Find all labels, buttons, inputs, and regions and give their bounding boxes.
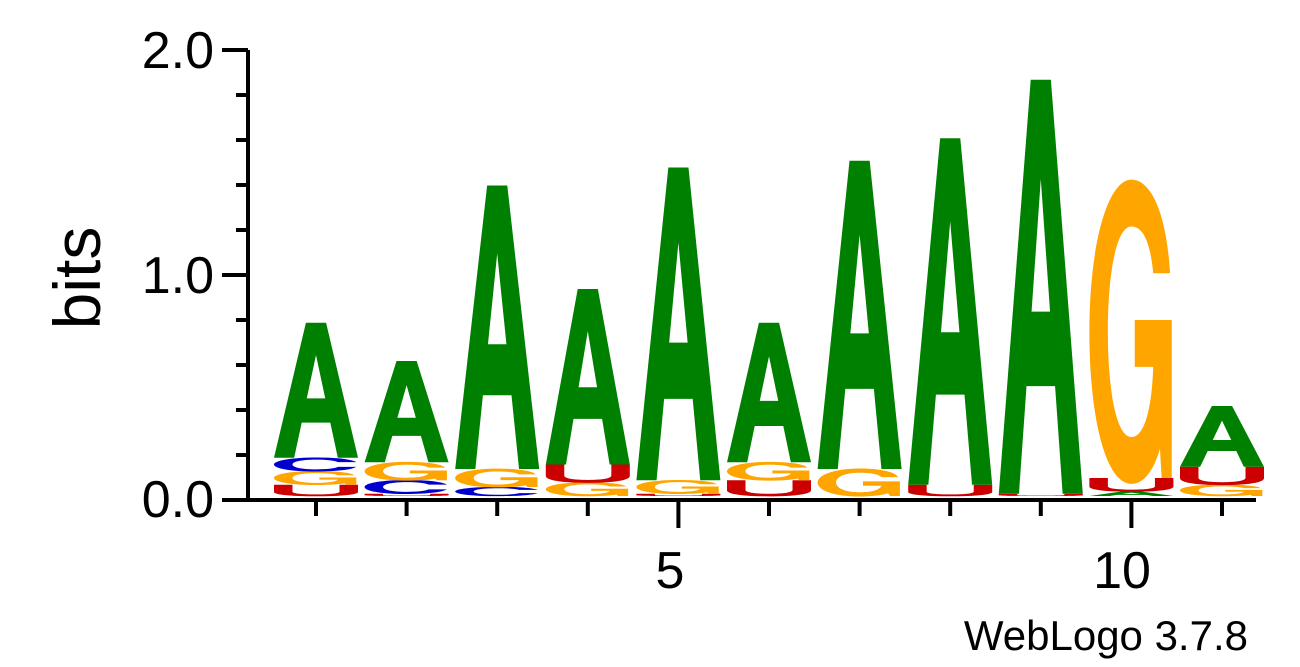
logo-letter-A	[727, 323, 811, 463]
logo-letter-G	[546, 482, 628, 496]
logo-letter-A	[636, 168, 720, 481]
logo-letter-A	[274, 323, 358, 458]
logo-letter-U	[999, 494, 1083, 496]
y-axis-label: bits	[40, 227, 114, 330]
logo-letter-U	[1180, 467, 1264, 485]
x-tick-label: 5	[656, 542, 685, 600]
letter-stacks	[274, 80, 1264, 497]
logo-letter-U	[274, 485, 358, 496]
logo-letter-G	[727, 462, 809, 481]
y-tick-label: 1.0	[142, 247, 214, 305]
logo-letter-A	[1180, 406, 1264, 467]
logo-letter-U	[365, 494, 449, 496]
logo-letter-G	[1089, 180, 1171, 484]
logo-letter-G	[455, 469, 537, 488]
logo-letter-A	[908, 138, 992, 485]
logo-letter-U	[546, 465, 630, 483]
logo-letter-A	[546, 289, 630, 465]
logo-letter-G	[1180, 485, 1262, 497]
logo-letter-C	[274, 457, 356, 471]
y-tick-label: 0.0	[142, 471, 214, 529]
weblogo-watermark: WebLogo 3.7.8	[964, 612, 1248, 659]
logo-letter-A	[365, 361, 449, 462]
logo-letter-A	[1089, 492, 1173, 497]
logo-letter-G	[636, 480, 718, 494]
logo-letter-U	[908, 485, 992, 496]
logo-letter-G	[365, 462, 447, 481]
logo-letter-U	[727, 480, 811, 496]
logo-letter-U	[636, 494, 720, 496]
logo-letter-A	[455, 186, 539, 470]
logo-letter-C	[365, 480, 447, 494]
y-minor-ticks	[222, 50, 248, 500]
logo-letter-A	[999, 80, 1083, 494]
x-tick-label: 10	[1093, 542, 1151, 600]
logo-letter-G	[818, 468, 900, 496]
x-minor-ticks	[316, 500, 1222, 528]
logo-letter-A	[818, 161, 902, 469]
y-tick-label: 2.0	[142, 22, 214, 80]
logo-letter-G	[274, 471, 356, 485]
logo-letter-C	[455, 487, 537, 496]
